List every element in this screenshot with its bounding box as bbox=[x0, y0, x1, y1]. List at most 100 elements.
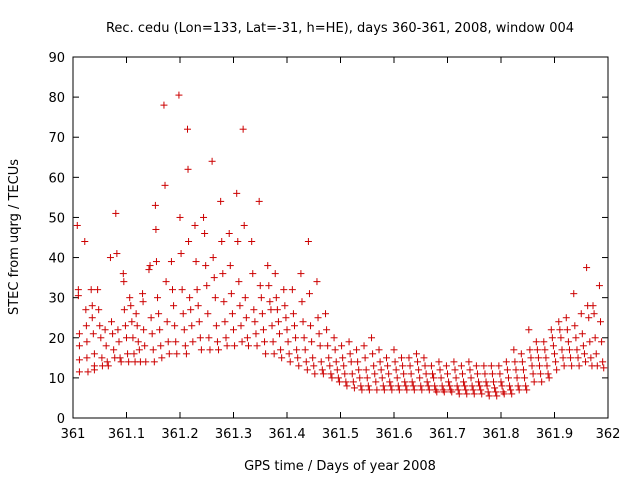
data-point bbox=[455, 390, 463, 398]
data-point bbox=[110, 346, 118, 354]
data-point bbox=[205, 334, 213, 342]
data-point bbox=[267, 306, 275, 314]
data-point bbox=[112, 209, 120, 217]
data-point bbox=[526, 346, 534, 354]
data-point bbox=[315, 330, 323, 338]
data-point bbox=[160, 101, 168, 109]
data-point bbox=[365, 386, 373, 394]
data-point bbox=[420, 354, 428, 362]
x-tick-label: 361.1 bbox=[108, 427, 145, 442]
data-point bbox=[89, 330, 97, 338]
data-point bbox=[379, 382, 387, 390]
data-points bbox=[73, 91, 608, 400]
data-point bbox=[406, 362, 414, 370]
data-point bbox=[549, 342, 557, 350]
data-point bbox=[180, 326, 188, 334]
data-point bbox=[262, 350, 270, 358]
data-point bbox=[266, 298, 274, 306]
data-point bbox=[124, 350, 132, 358]
data-point bbox=[101, 326, 109, 334]
data-point bbox=[555, 318, 563, 326]
data-point bbox=[399, 362, 407, 370]
data-point bbox=[206, 346, 214, 354]
data-point bbox=[400, 370, 408, 378]
data-point bbox=[496, 370, 504, 378]
data-point bbox=[283, 326, 291, 334]
data-point bbox=[151, 201, 159, 209]
data-point bbox=[316, 342, 324, 350]
data-point bbox=[384, 362, 392, 370]
data-point bbox=[325, 354, 333, 362]
data-point bbox=[184, 165, 192, 173]
data-point bbox=[481, 370, 489, 378]
data-point bbox=[355, 366, 363, 374]
data-point bbox=[445, 378, 453, 386]
data-point bbox=[82, 322, 90, 330]
data-point bbox=[358, 386, 366, 394]
data-point bbox=[208, 157, 216, 165]
data-point bbox=[530, 378, 538, 386]
data-point bbox=[191, 221, 199, 229]
data-point bbox=[183, 125, 191, 133]
data-point bbox=[75, 368, 83, 376]
data-point bbox=[467, 374, 475, 382]
data-point bbox=[562, 314, 570, 322]
data-point bbox=[348, 370, 356, 378]
data-point bbox=[600, 364, 608, 372]
data-point bbox=[463, 390, 471, 398]
data-point bbox=[187, 306, 195, 314]
data-point bbox=[188, 322, 196, 330]
data-point bbox=[271, 270, 279, 278]
data-point bbox=[141, 342, 149, 350]
data-point bbox=[547, 326, 555, 334]
data-point bbox=[249, 270, 257, 278]
data-point bbox=[221, 318, 229, 326]
y-tick-label: 10 bbox=[48, 372, 65, 387]
data-point bbox=[129, 334, 137, 342]
data-point bbox=[523, 386, 531, 394]
data-point bbox=[340, 362, 348, 370]
data-point bbox=[323, 326, 331, 334]
data-point bbox=[270, 350, 278, 358]
data-point bbox=[240, 221, 248, 229]
data-point bbox=[484, 388, 492, 396]
data-point bbox=[203, 282, 211, 290]
x-tick-label: 361.8 bbox=[482, 427, 519, 442]
data-point bbox=[376, 358, 384, 366]
data-point bbox=[172, 338, 180, 346]
data-point bbox=[225, 229, 233, 237]
data-point bbox=[331, 346, 339, 354]
data-point bbox=[194, 302, 202, 310]
data-point bbox=[485, 392, 493, 400]
data-point bbox=[297, 270, 305, 278]
data-point bbox=[103, 358, 111, 366]
data-point bbox=[239, 125, 247, 133]
data-point bbox=[90, 366, 98, 374]
data-point bbox=[75, 356, 83, 364]
data-point bbox=[258, 310, 266, 318]
data-point bbox=[319, 370, 327, 378]
data-point bbox=[567, 354, 575, 362]
data-point bbox=[542, 354, 550, 362]
data-point bbox=[363, 374, 371, 382]
data-point bbox=[401, 378, 409, 386]
data-point bbox=[591, 334, 599, 342]
data-point bbox=[371, 370, 379, 378]
data-point bbox=[171, 322, 179, 330]
data-point bbox=[161, 181, 169, 189]
data-point bbox=[274, 318, 282, 326]
data-point bbox=[431, 382, 439, 390]
data-point bbox=[482, 378, 490, 386]
data-point bbox=[565, 346, 573, 354]
data-point bbox=[405, 354, 413, 362]
data-point bbox=[169, 286, 177, 294]
data-point bbox=[298, 298, 306, 306]
data-point bbox=[361, 354, 369, 362]
data-point bbox=[252, 330, 260, 338]
x-tick-label: 361.6 bbox=[375, 427, 412, 442]
data-point bbox=[181, 342, 189, 350]
data-point bbox=[525, 326, 533, 334]
data-point bbox=[226, 262, 234, 270]
data-point bbox=[220, 298, 228, 306]
data-point bbox=[532, 338, 540, 346]
